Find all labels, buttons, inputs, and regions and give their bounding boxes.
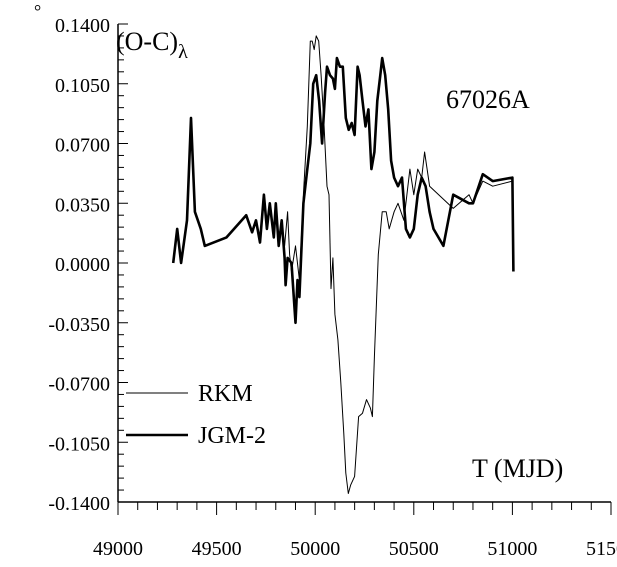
x-tick-label: 51500 [586,538,617,560]
legend: RKM JGM-2 [126,381,266,449]
y-tick-label: 0.1400 [55,15,110,37]
y-tick-label: -0.1400 [48,493,110,515]
axes: 0.1400 0.1050 0.0700 0.0350 0.0000 -0.0350 -0.… [48,15,617,560]
x-axis-label: T (MJD) [472,454,563,483]
y-unit-symbol: ° [34,1,41,21]
x-tick-label: 50000 [290,538,340,560]
x-tick-label: 50500 [389,538,439,560]
legend-label: RKM [198,381,253,407]
y-tick-label: 0.0700 [55,135,110,157]
y-axis-label-text: (O-C) [116,27,178,56]
y-tick-label: 0.0000 [55,254,110,276]
y-tick-label: 0.1050 [55,75,110,97]
y-tick-label: -0.1050 [48,433,110,455]
x-tick-label: 49500 [192,538,242,560]
x-tick-label: 51000 [487,538,537,560]
y-axis-label: (O-C)λ [116,27,188,63]
series-layer [171,35,515,494]
y-tick-label: -0.0700 [48,374,110,396]
y-tick-label: -0.0350 [48,314,110,336]
x-tick-label: 49000 [93,538,143,560]
series-line-jgm-2 [171,56,515,325]
legend-label: JGM-2 [198,423,266,449]
chart-annotation: 67026A [446,85,530,114]
y-axis-label-subscript: λ [178,41,188,63]
y-tick-label: 0.0350 [55,194,110,216]
